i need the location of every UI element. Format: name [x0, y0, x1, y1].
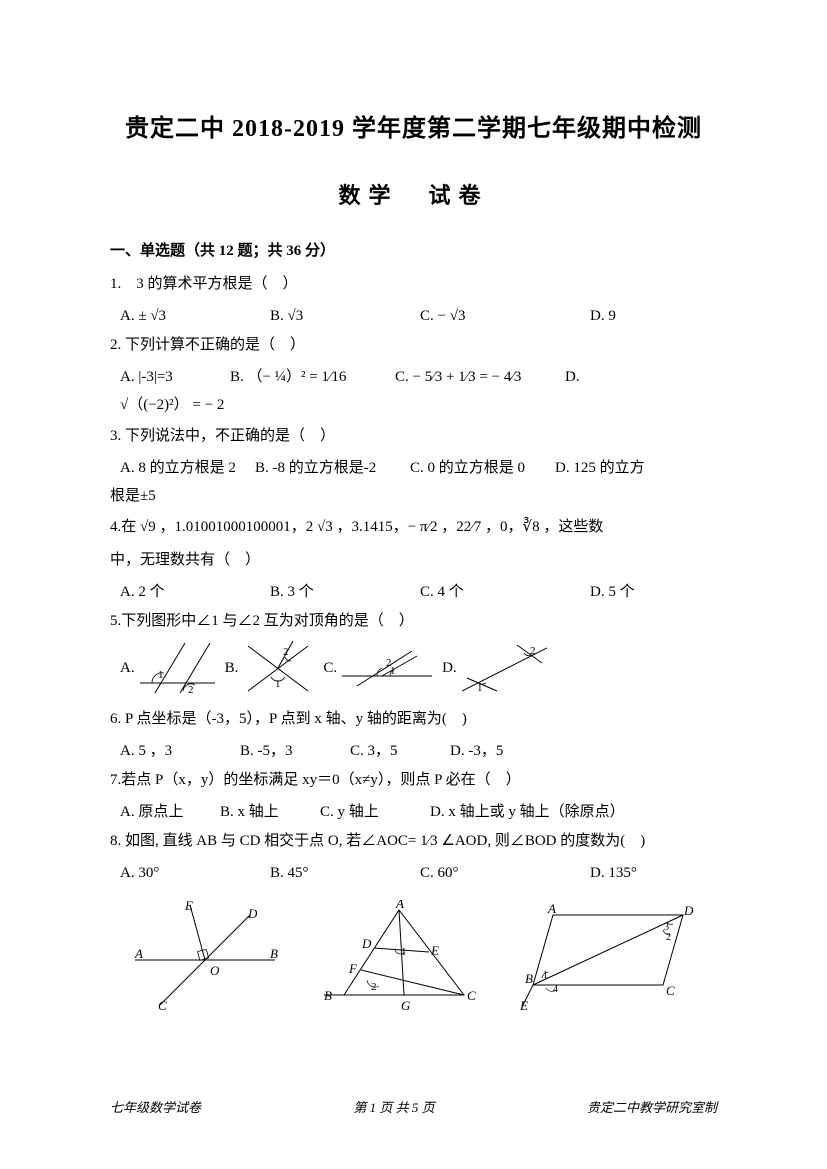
- q6-optC: C. 3，5: [350, 739, 450, 763]
- svg-text:A: A: [134, 946, 143, 961]
- footer-left: 七年级数学试卷: [110, 1098, 201, 1119]
- q1-optD: D. 9: [590, 304, 710, 328]
- page-subtitle: 数学 试卷: [110, 178, 717, 213]
- q5-optD-label: D.: [442, 656, 457, 680]
- q2-optC: C. − 5⁄3 + 1⁄3 = − 4⁄3: [395, 365, 565, 389]
- fig-intersecting-lines: A B C D E O: [130, 900, 280, 1010]
- svg-text:C: C: [666, 983, 675, 998]
- svg-text:1: 1: [158, 669, 164, 681]
- q3-options: A. 8 的立方根是 2 B. -8 的立方根是-2 C. 0 的立方根是 0 …: [110, 456, 717, 480]
- question-3: 3. 下列说法中，不正确的是（ ）: [110, 423, 717, 450]
- bottom-figures: A B C D E O A B C D E F G 1 2 A D B C E …: [110, 900, 717, 1010]
- svg-text:D: D: [361, 936, 372, 951]
- q4-optA: A. 2 个: [120, 580, 270, 604]
- svg-text:D: D: [247, 906, 258, 921]
- q5-figB: 2 1: [243, 641, 313, 696]
- q6-optA: A. 5 ，3: [120, 739, 240, 763]
- q6-options: A. 5 ，3 B. -5，3 C. 3，5 D. -3，5: [110, 739, 717, 763]
- q2-options: A. |-3|=3 B. （− ¼）² = 1⁄16 C. − 5⁄3 + 1⁄…: [110, 365, 717, 389]
- q8-optB: B. 45°: [270, 861, 420, 885]
- q5-optA-label: A.: [120, 656, 135, 680]
- question-1: 1. 3 的算术平方根是（ ）: [110, 271, 717, 298]
- q6-optB: B. -5，3: [240, 739, 350, 763]
- q1-optA: A. ± √3: [120, 304, 270, 328]
- q4-optC: C. 4 个: [420, 580, 590, 604]
- q5-figD: 1 2: [462, 643, 547, 693]
- section-header: 一、单选题（共 12 题；共 36 分）: [110, 239, 717, 263]
- q7-optC: C. y 轴上: [320, 800, 430, 824]
- q3-optA: A. 8 的立方根是 2: [120, 456, 255, 480]
- question-2: 2. 下列计算不正确的是（ ）: [110, 332, 717, 359]
- q5-figures: A. 1 2 B. 2 1 C. 2 1: [120, 641, 717, 696]
- q8-optC: C. 60°: [420, 861, 590, 885]
- q4-options: A. 2 个 B. 3 个 C. 4 个 D. 5 个: [110, 580, 717, 604]
- question-4-line2: 中，无理数共有（ ）: [110, 547, 717, 574]
- fig-parallelogram: A D B C E 1 3 2 4: [518, 900, 698, 1010]
- q3-optD: D. 125 的立方: [555, 456, 645, 480]
- q5-optB-label: B.: [225, 656, 239, 680]
- q3-optD-cont: 根是±5: [110, 484, 717, 508]
- q4-optD: D. 5 个: [590, 580, 710, 604]
- q2-optB: B. （− ¼）² = 1⁄16: [230, 365, 395, 389]
- svg-text:C: C: [467, 988, 476, 1003]
- page-title: 贵定二中 2018-2019 学年度第二学期七年级期中检测: [110, 110, 717, 148]
- footer-right: 贵定二中教学研究室制: [587, 1098, 717, 1119]
- svg-text:O: O: [210, 963, 220, 978]
- svg-text:E: E: [184, 900, 193, 913]
- svg-text:B: B: [324, 988, 332, 1003]
- q8-optA: A. 30°: [120, 861, 270, 885]
- q2-optD-cont: √（(−2)²） = − 2: [110, 393, 717, 417]
- page-footer: 七年级数学试卷 第 1 页 共 5 页 贵定二中教学研究室制: [110, 1098, 717, 1119]
- svg-text:C: C: [158, 998, 167, 1010]
- q8-optD: D. 135°: [590, 861, 710, 885]
- q3-optC: C. 0 的立方根是 0: [410, 456, 555, 480]
- svg-text:2: 2: [188, 684, 194, 693]
- q5-figA: 1 2: [140, 643, 215, 693]
- svg-text:1: 1: [401, 946, 407, 958]
- svg-text:E: E: [430, 943, 439, 958]
- q7-options: A. 原点上 B. x 轴上 C. y 轴上 D. x 轴上或 y 轴上（除原点…: [110, 800, 717, 824]
- q2-optD: D.: [565, 365, 580, 389]
- q5-optC-label: C.: [323, 656, 337, 680]
- q7-optD: D. x 轴上或 y 轴上（除原点）: [430, 800, 625, 824]
- q1-optC: C. − √3: [420, 304, 590, 328]
- q4-optB: B. 3 个: [270, 580, 420, 604]
- svg-text:F: F: [348, 961, 358, 976]
- footer-center: 第 1 页 共 5 页: [353, 1098, 434, 1119]
- svg-text:2: 2: [666, 932, 671, 943]
- svg-text:E: E: [519, 998, 528, 1010]
- question-7: 7.若点 P（x，y）的坐标满足 xy＝0（x≠y），则点 P 必在（ ）: [110, 767, 717, 794]
- q5-figC: 2 1: [342, 646, 432, 691]
- question-5: 5.下列图形中∠1 与∠2 互为对顶角的是（ ）: [110, 608, 717, 635]
- svg-text:A: A: [547, 901, 556, 916]
- svg-text:4: 4: [553, 984, 558, 995]
- svg-text:B: B: [270, 946, 278, 961]
- q6-optD: D. -3，5: [450, 739, 503, 763]
- q7-optB: B. x 轴上: [220, 800, 320, 824]
- q7-optA: A. 原点上: [120, 800, 220, 824]
- svg-text:1: 1: [275, 678, 281, 690]
- svg-text:D: D: [683, 903, 694, 918]
- q8-options: A. 30° B. 45° C. 60° D. 135°: [110, 861, 717, 885]
- question-4-line1: 4.在 √9 ，1.01001000100001，2 √3 ，3.1415，− …: [110, 514, 717, 541]
- q1-optB: B. √3: [270, 304, 420, 328]
- svg-text:A: A: [395, 900, 404, 911]
- svg-text:G: G: [401, 998, 411, 1010]
- svg-text:B: B: [525, 971, 533, 986]
- fig-triangle: A B C D E F G 1 2: [319, 900, 479, 1010]
- svg-text:2: 2: [283, 646, 289, 658]
- q2-optA: A. |-3|=3: [120, 365, 230, 389]
- q3-optB: B. -8 的立方根是-2: [255, 456, 410, 480]
- q1-options: A. ± √3 B. √3 C. − √3 D. 9: [110, 304, 717, 328]
- question-6: 6. P 点坐标是（-3，5），P 点到 x 轴、y 轴的距离为( ): [110, 706, 717, 733]
- svg-text:1: 1: [543, 970, 548, 981]
- question-8: 8. 如图, 直线 AB 与 CD 相交于点 O, 若∠AOC= 1⁄3 ∠AO…: [110, 828, 717, 855]
